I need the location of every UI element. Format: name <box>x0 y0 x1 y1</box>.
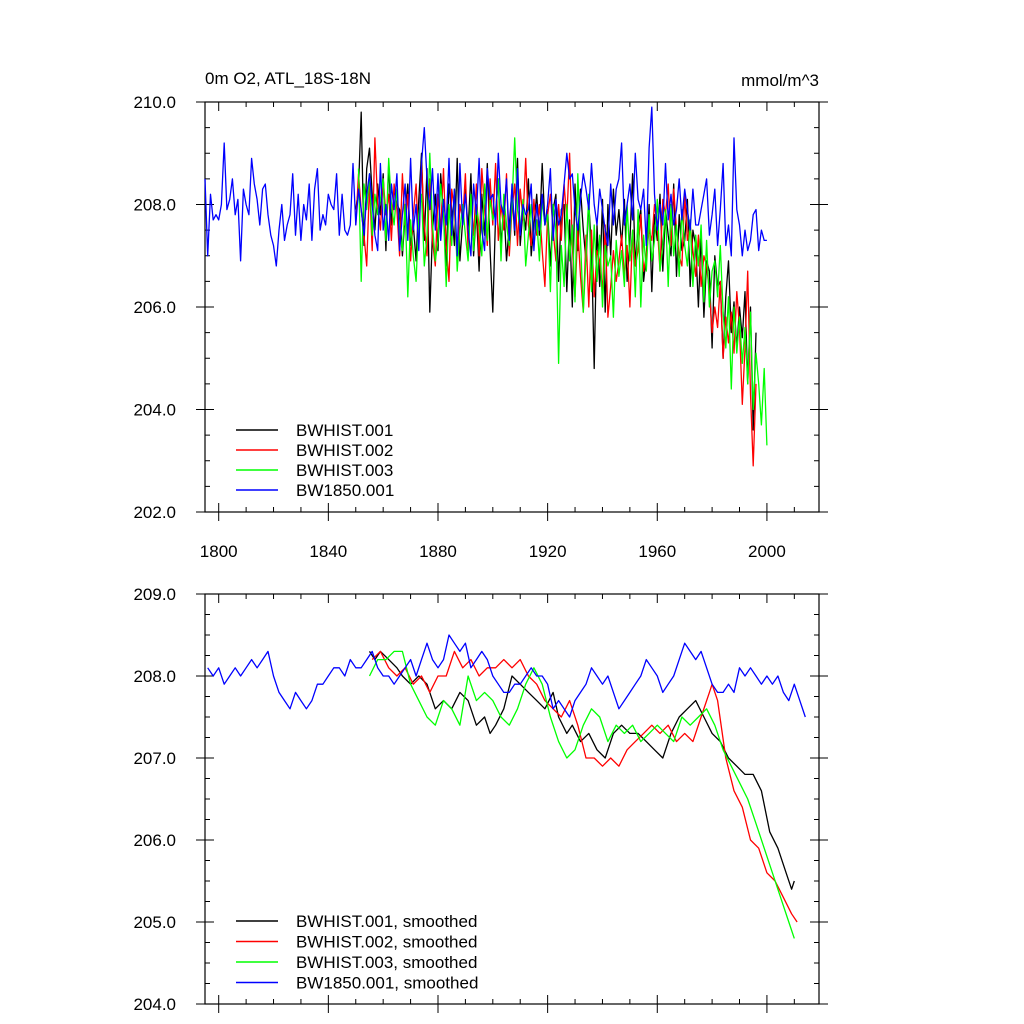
chart-bottom-legend: BWHIST.001, smoothed BWHIST.002, smoothed… <box>236 912 478 993</box>
y-tick-label: 204.0 <box>133 401 176 420</box>
y-tick-label: 210.0 <box>133 93 176 112</box>
chart-bottom-ticks: 204.0 205.0 206.0 207.0 208.0 209.0 <box>133 585 828 1014</box>
x-tick-label: 1920 <box>529 542 567 561</box>
x-tick-label: 1840 <box>309 542 347 561</box>
legend-label: BWHIST.003, smoothed <box>296 953 477 972</box>
chart-top-units: mmol/m^3 <box>741 71 819 90</box>
legend-label: BWHIST.003 <box>296 461 393 480</box>
legend-label: BWHIST.001 <box>296 421 393 440</box>
y-tick-label: 205.0 <box>133 913 176 932</box>
series-line-bwhist-003-smoothed <box>368 650 795 939</box>
series-line-bwhist-003 <box>357 137 768 446</box>
y-tick-label: 209.0 <box>133 585 176 604</box>
chart-bottom: 204.0 205.0 206.0 207.0 208.0 209.0 BWHIST.00… <box>133 585 828 1014</box>
chart-bottom-series <box>207 634 806 939</box>
chart-top: 1800 1840 1880 1920 1960 2000 202.0 204.0 206.0 2… <box>133 69 828 561</box>
y-tick-label: 206.0 <box>133 298 176 317</box>
y-tick-label: 204.0 <box>133 995 176 1014</box>
chart-top-ticks: 1800 1840 1880 1920 1960 2000 202.0 204.0 206.0 2… <box>133 93 828 561</box>
x-tick-label: 1960 <box>638 542 676 561</box>
y-tick-label: 207.0 <box>133 749 176 768</box>
legend-label: BWHIST.001, smoothed <box>296 912 477 931</box>
y-tick-label: 208.0 <box>133 196 176 215</box>
series-line-bwhist-002-smoothed <box>371 650 798 923</box>
legend-label: BW1850.001 <box>296 481 394 500</box>
legend-label: BWHIST.002, smoothed <box>296 933 477 952</box>
x-tick-label: 1880 <box>419 542 457 561</box>
y-tick-label: 206.0 <box>133 831 176 850</box>
x-tick-label: 1800 <box>200 542 238 561</box>
legend-label: BW1850.001, smoothed <box>296 974 478 993</box>
chart-top-title: 0m O2, ATL_18S-18N <box>205 69 371 88</box>
y-tick-label: 208.0 <box>133 667 176 686</box>
legend-label: BWHIST.002 <box>296 441 393 460</box>
y-tick-label: 202.0 <box>133 503 176 522</box>
chart-top-series <box>204 106 768 467</box>
series-line-bw1850-001-smoothed <box>207 634 806 718</box>
series-line-bw1850-001 <box>204 106 767 267</box>
x-tick-label: 2000 <box>748 542 786 561</box>
series-line-bwhist-001-smoothed <box>368 650 795 890</box>
series-line-bwhist-002 <box>355 137 757 467</box>
